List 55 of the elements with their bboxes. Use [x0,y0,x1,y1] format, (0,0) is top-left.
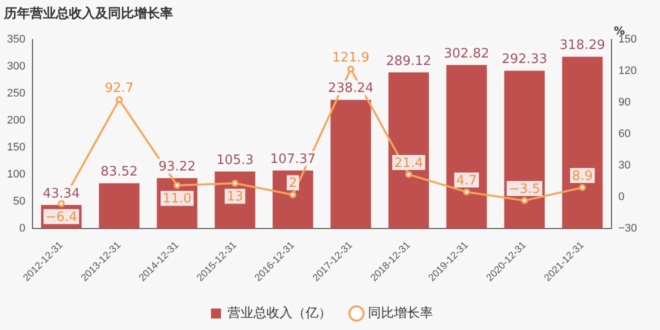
data-label: 8.9 [572,168,593,184]
point [520,197,528,204]
point [116,96,123,104]
chart-title: 历年营业总收入及同比增长率 [3,5,173,20]
data-label: 4.7 [456,173,477,188]
bar [272,170,314,228]
y-tick-label: 150 [6,141,26,154]
data-label: 107.37 [270,152,316,167]
y-tick-label: 200 [6,114,26,127]
bar [388,72,429,228]
data-label: −6.4 [46,210,78,225]
point [174,182,181,189]
data-label: 83.52 [100,164,138,180]
y2-tick-label: 120 [618,65,637,78]
y2-tick-label: 30 [618,159,631,172]
y2-tick-label: 60 [618,128,631,140]
bar [562,56,603,228]
data-label: 11.0 [162,192,192,207]
y-tick-label: 100 [6,168,26,180]
bar [98,183,140,228]
data-label: 238.24 [328,81,374,96]
y2-tick-label: −30 [618,222,638,234]
data-label: 292.33 [502,52,548,68]
y-tick-label: 350 [6,34,26,46]
point [405,170,412,178]
data-label: 2 [288,176,298,192]
legend-label: 营业总收入（亿） [228,305,332,320]
point [578,184,586,192]
y-tick-label: 300 [6,60,26,73]
y-tick-label: 0 [19,222,26,234]
data-label: 13 [226,190,244,205]
y2-tick-label: 150 [618,34,637,46]
y2-tick-label: 0 [618,190,624,203]
data-label: 105.3 [216,152,254,168]
data-label: 93.22 [158,159,196,174]
data-label: 121.9 [332,50,370,66]
point [289,191,296,198]
point [463,188,470,196]
data-label: 43.34 [42,186,80,202]
y-tick-label: 50 [13,195,26,208]
point [58,200,65,208]
data-label: 289.12 [386,54,432,69]
bar [504,70,545,228]
data-label: 302.82 [444,46,490,62]
point [347,66,354,73]
data-label: 92.7 [104,81,134,96]
point [232,180,238,187]
data-label: −3.5 [508,182,540,197]
y-tick-label: 250 [6,88,26,100]
legend-label: 同比增长率 [368,305,433,320]
data-label: 21.4 [394,156,424,171]
bar [446,65,487,228]
y2-tick-label: 90 [618,96,631,109]
data-label: 318.29 [560,38,606,54]
bar [330,100,372,228]
